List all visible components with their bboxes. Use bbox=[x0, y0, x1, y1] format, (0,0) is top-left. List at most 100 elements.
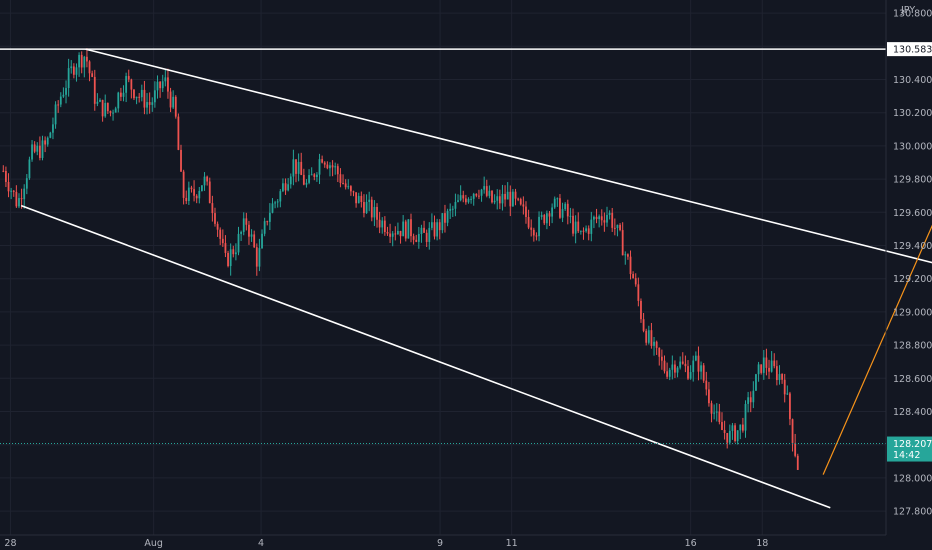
candle-body bbox=[679, 361, 682, 368]
time-tick-label: 9 bbox=[437, 538, 443, 549]
candle-body bbox=[650, 330, 653, 346]
candle-body bbox=[127, 76, 130, 80]
candle-body bbox=[381, 220, 384, 228]
candle-body bbox=[20, 198, 23, 200]
candle-body bbox=[263, 221, 266, 234]
candle-body bbox=[302, 174, 305, 185]
candle-body bbox=[545, 213, 548, 224]
candle-body bbox=[762, 357, 765, 373]
candle-body bbox=[478, 195, 480, 197]
candle-body bbox=[242, 218, 245, 232]
price-tick-label: 129.400 bbox=[893, 241, 932, 252]
candle-body bbox=[227, 252, 229, 267]
candle-body bbox=[768, 367, 770, 372]
candle-body bbox=[410, 219, 412, 237]
candle-body bbox=[684, 363, 687, 367]
candle-body bbox=[266, 221, 269, 223]
candle-body bbox=[475, 193, 478, 196]
candle-body bbox=[187, 187, 190, 202]
drawings[interactable] bbox=[0, 48, 932, 509]
candle-body bbox=[347, 186, 350, 188]
candle-body bbox=[697, 355, 700, 372]
candle-body bbox=[104, 102, 107, 117]
candle-body bbox=[148, 102, 151, 105]
candle-body bbox=[36, 145, 39, 152]
candlestick-series bbox=[2, 48, 799, 471]
time-tick-label: 28 bbox=[4, 538, 16, 549]
candle-body bbox=[289, 176, 292, 185]
candle-body bbox=[169, 91, 172, 108]
candle-body bbox=[485, 186, 488, 196]
candle-body bbox=[556, 198, 559, 200]
candle-body bbox=[342, 182, 344, 184]
candle-body bbox=[728, 430, 731, 443]
candle-body bbox=[488, 190, 491, 196]
candle-body bbox=[23, 188, 26, 200]
candle-body bbox=[276, 201, 279, 203]
candle-body bbox=[721, 422, 723, 430]
candle-body bbox=[331, 165, 334, 168]
time-tick-label: 16 bbox=[685, 538, 697, 549]
candle-body bbox=[577, 221, 580, 232]
candle-body bbox=[559, 198, 561, 218]
candle-body bbox=[692, 360, 695, 373]
time-axis[interactable]: 28Aug49111618232530 bbox=[0, 534, 932, 549]
candle-body bbox=[133, 89, 135, 99]
grid-lines bbox=[0, 0, 886, 535]
candle-body bbox=[619, 224, 621, 231]
candle-body bbox=[710, 403, 713, 414]
candle-body bbox=[606, 214, 608, 223]
candle-body bbox=[394, 233, 397, 235]
candle-body bbox=[78, 54, 80, 68]
candle-body bbox=[397, 230, 399, 235]
candle-body bbox=[765, 357, 768, 368]
candle-body bbox=[757, 364, 760, 375]
candle-body bbox=[282, 183, 284, 192]
candle-body bbox=[46, 137, 49, 145]
candle-body bbox=[778, 374, 781, 381]
candle-body bbox=[535, 235, 538, 237]
price-tick-label: 130.800 bbox=[893, 9, 932, 20]
candle-body bbox=[383, 220, 386, 233]
candle-body bbox=[112, 112, 114, 114]
candle-body bbox=[389, 233, 391, 237]
current-price-tag bbox=[887, 436, 932, 462]
candle-body bbox=[441, 213, 444, 231]
candle-body bbox=[504, 193, 506, 200]
candle-body bbox=[2, 170, 5, 172]
candle-body bbox=[598, 216, 601, 220]
time-tick-label: 4 bbox=[258, 538, 264, 549]
time-tick-label: 18 bbox=[756, 538, 768, 549]
candle-body bbox=[470, 198, 472, 200]
candle-body bbox=[653, 341, 655, 346]
candle-body bbox=[404, 221, 407, 239]
channel-lower-line bbox=[20, 204, 831, 509]
candle-body bbox=[295, 159, 297, 174]
candle-body bbox=[54, 104, 57, 125]
candle-body bbox=[72, 66, 75, 75]
candle-body bbox=[642, 319, 645, 331]
candle-body bbox=[190, 187, 193, 190]
candle-body bbox=[399, 230, 402, 237]
candle-body bbox=[786, 393, 789, 395]
candle-body bbox=[245, 218, 248, 225]
candle-body bbox=[180, 149, 182, 172]
candle-body bbox=[569, 215, 572, 217]
candle-body bbox=[613, 227, 616, 229]
candle-body bbox=[365, 201, 368, 214]
candle-body bbox=[5, 170, 7, 182]
candle-body bbox=[376, 206, 378, 220]
candle-body bbox=[671, 364, 674, 370]
candle-body bbox=[749, 397, 752, 403]
candle-body bbox=[755, 374, 757, 391]
candle-body bbox=[629, 256, 632, 275]
candle-body bbox=[185, 197, 188, 202]
candle-body bbox=[616, 224, 619, 229]
candle-body bbox=[574, 221, 577, 234]
candle-body bbox=[261, 233, 263, 249]
candle-body bbox=[386, 232, 389, 234]
candle-body bbox=[472, 193, 475, 199]
candle-body bbox=[744, 403, 747, 431]
candle-body bbox=[114, 108, 117, 113]
